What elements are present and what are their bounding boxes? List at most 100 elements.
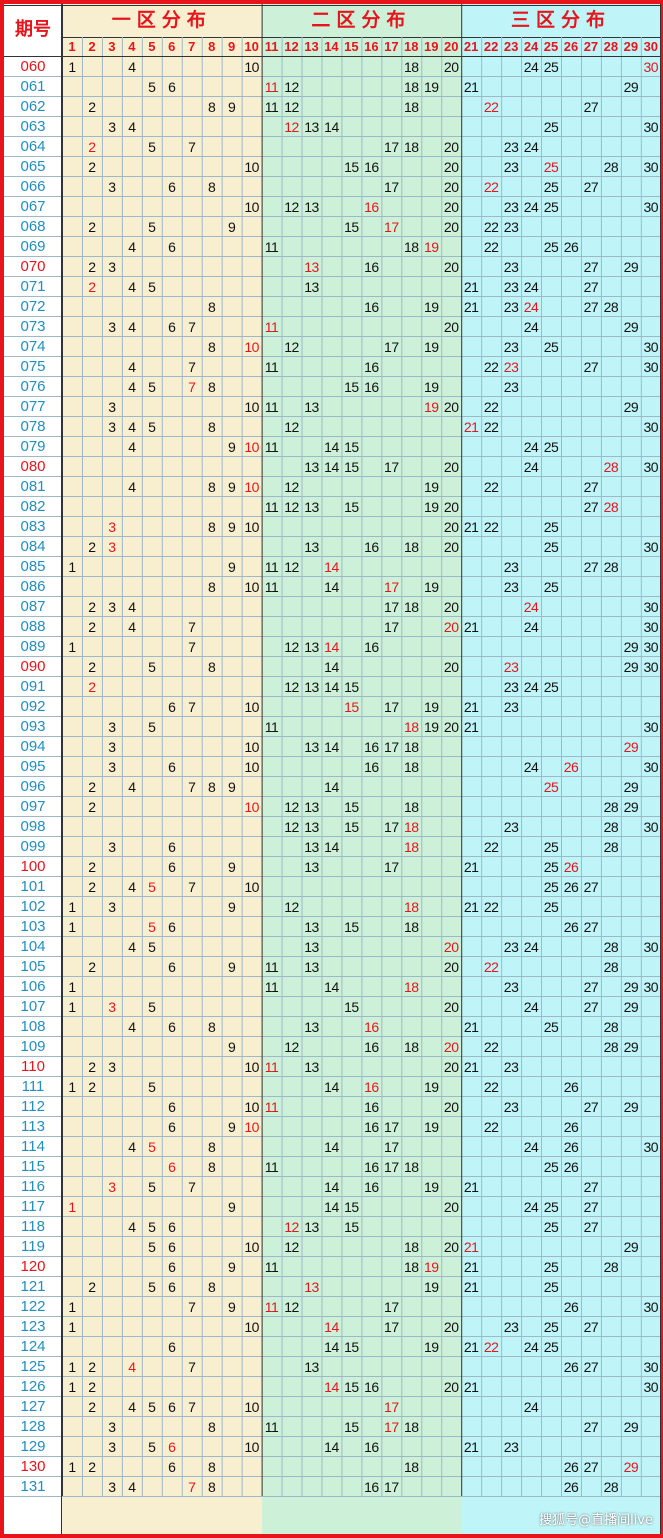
column-header-16: 16 [364,39,379,54]
number-mark: 6 [168,699,176,715]
number-mark: 12 [284,199,299,215]
number-mark: 28 [603,159,619,175]
period-label: 129 [20,1438,46,1455]
number-mark: 7 [188,1179,196,1195]
number-mark: 27 [583,359,599,375]
number-mark: 25 [543,879,559,895]
period-label: 124 [20,1338,46,1355]
number-mark: 29 [623,319,639,335]
number-mark: 13 [304,1019,319,1035]
number-mark: 22 [483,1079,499,1095]
number-mark: 8 [208,1479,216,1495]
number-mark: 14 [324,579,339,595]
number-mark: 18 [404,1419,419,1435]
number-mark: 8 [208,779,216,795]
number-mark: 21 [463,859,479,875]
number-mark: 4 [128,1019,136,1035]
number-mark: 6 [168,1259,176,1275]
number-mark: 15 [344,459,359,475]
number-mark: 27 [583,559,599,575]
zone-title-2: 二区分布 [311,9,412,31]
number-mark: 16 [364,1159,379,1175]
period-label: 083 [20,518,46,535]
number-mark: 30 [643,459,659,475]
number-mark: 11 [264,1059,279,1075]
column-header-21: 21 [463,39,479,54]
number-mark: 10 [244,759,259,775]
number-mark: 26 [563,1079,579,1095]
number-mark: 18 [404,899,419,915]
number-mark: 8 [208,379,216,395]
number-mark: 3 [108,1059,116,1075]
number-mark: 2 [88,859,96,875]
number-mark: 7 [188,639,196,655]
column-header-27: 27 [583,39,599,54]
number-mark: 24 [523,939,539,955]
number-mark: 16 [364,199,379,215]
number-mark: 5 [148,919,156,935]
number-mark: 10 [244,1439,259,1455]
period-label: 073 [20,318,46,335]
number-mark: 13 [304,499,319,515]
number-mark: 18 [404,739,419,755]
number-mark: 12 [284,1299,299,1315]
number-mark: 22 [483,839,499,855]
number-mark: 3 [108,839,116,855]
number-mark: 25 [543,519,559,535]
number-mark: 30 [643,199,659,215]
number-mark: 3 [108,319,116,335]
period-label: 096 [20,778,46,795]
number-mark: 2 [88,1079,96,1095]
number-mark: 19 [423,1179,439,1195]
column-header-5: 5 [148,39,156,54]
number-mark: 13 [304,539,319,555]
number-mark: 27 [583,1099,599,1115]
number-mark: 27 [583,259,599,275]
number-mark: 28 [603,799,619,815]
period-label: 067 [20,198,46,215]
period-header: 期号 [15,19,51,40]
period-label: 087 [20,598,46,615]
number-mark: 23 [503,579,519,595]
number-mark: 29 [623,1239,639,1255]
number-mark: 23 [503,279,519,295]
number-mark: 9 [228,219,236,235]
number-mark: 14 [324,839,339,855]
number-mark: 17 [384,619,399,635]
number-mark: 6 [168,1099,176,1115]
number-mark: 2 [88,159,96,175]
number-mark: 8 [208,659,216,675]
number-mark: 24 [523,59,539,75]
column-header-22: 22 [483,39,499,54]
number-mark: 14 [324,979,339,995]
number-mark: 2 [88,799,96,815]
number-mark: 9 [228,1259,236,1275]
number-mark: 23 [503,219,519,235]
number-mark: 24 [523,759,539,775]
zone-background-1 [62,4,262,1534]
number-mark: 5 [148,379,156,395]
period-label: 095 [20,758,46,775]
number-mark: 9 [228,559,236,575]
number-mark: 2 [88,219,96,235]
number-mark: 5 [148,659,156,675]
number-mark: 18 [404,799,419,815]
number-mark: 24 [523,439,539,455]
number-mark: 27 [583,1319,599,1335]
number-mark: 21 [463,1339,479,1355]
number-mark: 2 [88,679,96,695]
number-mark: 26 [563,1139,579,1155]
number-mark: 22 [483,899,499,915]
number-mark: 28 [603,1019,619,1035]
number-mark: 28 [603,499,619,515]
number-mark: 4 [128,379,136,395]
number-mark: 14 [324,739,339,755]
number-mark: 24 [523,319,539,335]
number-mark: 6 [168,1159,176,1175]
number-mark: 14 [324,1179,339,1195]
number-mark: 9 [228,439,236,455]
number-mark: 21 [463,419,479,435]
period-label: 077 [20,398,46,415]
number-mark: 9 [228,1119,236,1135]
number-mark: 9 [228,479,236,495]
